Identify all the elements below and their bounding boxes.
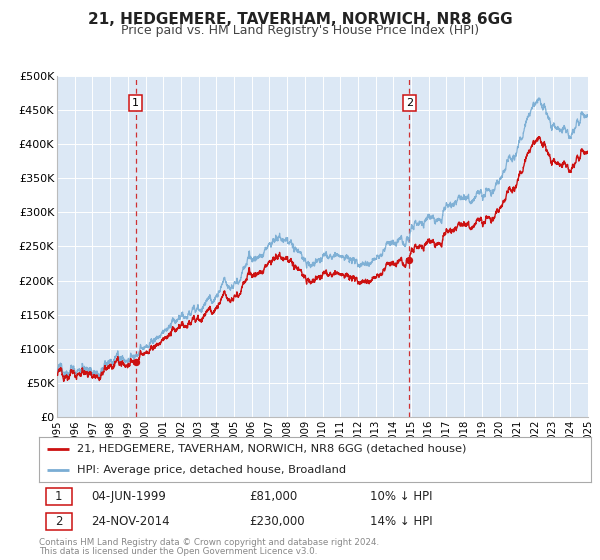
- Text: 14% ↓ HPI: 14% ↓ HPI: [370, 515, 433, 528]
- FancyBboxPatch shape: [46, 488, 72, 505]
- Text: 10% ↓ HPI: 10% ↓ HPI: [370, 490, 433, 503]
- Text: 2: 2: [55, 515, 62, 528]
- Point: [131, 357, 140, 366]
- Text: 04-JUN-1999: 04-JUN-1999: [91, 490, 166, 503]
- Text: 21, HEDGEMERE, TAVERHAM, NORWICH, NR8 6GG (detached house): 21, HEDGEMERE, TAVERHAM, NORWICH, NR8 6G…: [77, 444, 466, 454]
- Point: [404, 255, 414, 264]
- Text: Price paid vs. HM Land Registry's House Price Index (HPI): Price paid vs. HM Land Registry's House …: [121, 24, 479, 36]
- Text: Contains HM Land Registry data © Crown copyright and database right 2024.: Contains HM Land Registry data © Crown c…: [39, 538, 379, 547]
- Text: £230,000: £230,000: [249, 515, 304, 528]
- Text: 24-NOV-2014: 24-NOV-2014: [91, 515, 170, 528]
- Text: This data is licensed under the Open Government Licence v3.0.: This data is licensed under the Open Gov…: [39, 547, 317, 556]
- Text: 1: 1: [55, 490, 62, 503]
- Text: 2: 2: [406, 98, 413, 108]
- Text: 21, HEDGEMERE, TAVERHAM, NORWICH, NR8 6GG: 21, HEDGEMERE, TAVERHAM, NORWICH, NR8 6G…: [88, 12, 512, 27]
- Text: HPI: Average price, detached house, Broadland: HPI: Average price, detached house, Broa…: [77, 464, 346, 474]
- FancyBboxPatch shape: [46, 513, 72, 530]
- Text: £81,000: £81,000: [249, 490, 297, 503]
- Text: 1: 1: [132, 98, 139, 108]
